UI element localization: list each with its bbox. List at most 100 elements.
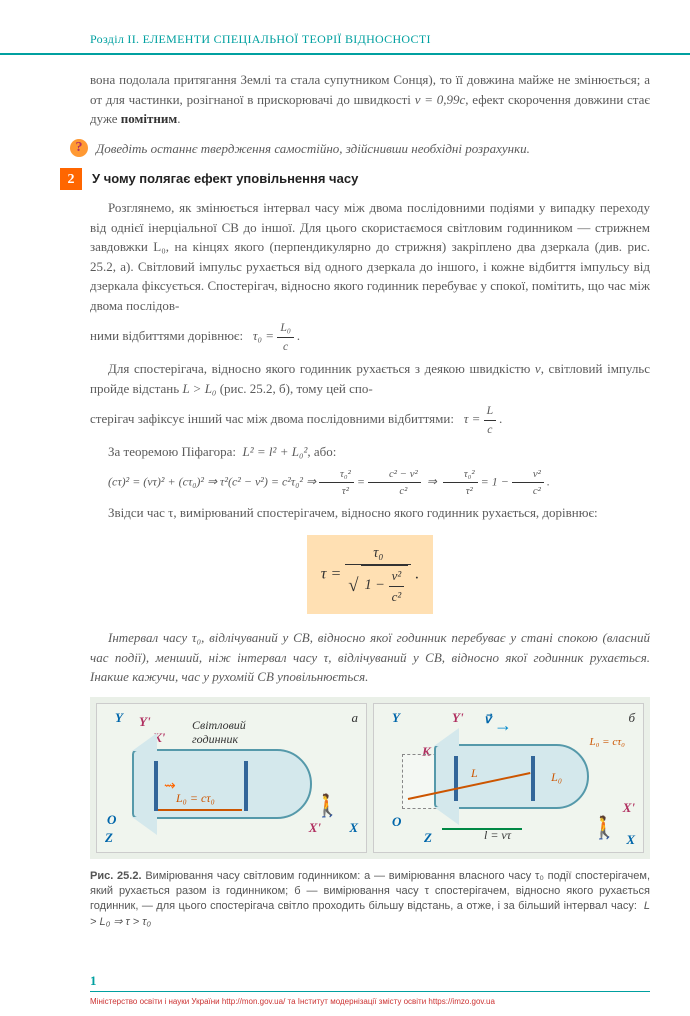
main-formula-wrap: τ = τ₀ √ 1 − v²c² . xyxy=(90,527,650,622)
axis-Z-b: Z xyxy=(424,828,432,848)
caption-bold: Рис. 25.2. xyxy=(90,870,142,882)
para1-end-text: ними відбиттями дорівнює: xyxy=(90,328,243,343)
f2-num: L xyxy=(484,402,497,421)
p2a: Для спостерігача, відносно якого годинни… xyxy=(108,361,535,376)
mf-d1: 1 − xyxy=(365,577,386,593)
velocity-arrow: → xyxy=(494,712,512,739)
page-header: Розділ II. ЕЛЕМЕНТИ СПЕЦІАЛЬНОЇ ТЕОРІЇ В… xyxy=(0,0,690,55)
observer-icon-b: 🚶 xyxy=(591,811,618,844)
rocket-fin-top-b xyxy=(434,728,459,746)
subfigure-a: а Y Y' K' Світловий годинник ⇝ L₀ = cτ₀ … xyxy=(96,703,367,853)
darr: ⇒ xyxy=(427,474,437,488)
v-label: v⃗ xyxy=(484,710,491,728)
L0-label-b: L₀ xyxy=(551,768,562,786)
section-title: У чому полягає ефект уповільнення часу xyxy=(92,169,358,189)
intro-v: v = 0,99c xyxy=(415,92,466,107)
rocket-a: ⇝ L₀ = cτ₀ xyxy=(132,749,312,819)
L0-bar-a xyxy=(158,809,242,811)
figure-caption: Рис. 25.2. Вимірювання часу світловим го… xyxy=(90,869,650,931)
subfig-a-label: а xyxy=(352,708,359,728)
d3bn: v² xyxy=(512,466,544,483)
d3an: τ₀² xyxy=(443,466,478,483)
light-glyph-a: ⇝ xyxy=(164,776,176,797)
mirror-left-a xyxy=(154,761,158,811)
mf-den: √ 1 − v²c² xyxy=(345,565,411,606)
section-number-badge: 2 xyxy=(60,168,82,190)
deq1: = xyxy=(357,474,365,488)
intro-bold: помітним xyxy=(121,111,177,126)
f1-lhs: τ₀ = xyxy=(253,328,274,343)
mirror-right-b xyxy=(531,756,535,801)
axis-Y-b: Y xyxy=(392,708,400,728)
paragraph-3: Звідси час τ, вимірюваний спостерігачем,… xyxy=(90,503,650,523)
axis-X-b: X xyxy=(626,830,635,850)
pythag-intro: За теоремою Піфагора: xyxy=(108,444,236,459)
axis-Yp-b: Y' xyxy=(452,708,464,728)
f1-num: L₀ xyxy=(277,319,294,338)
mf-dfn: v² xyxy=(389,566,405,586)
deriv-main: (cτ)² = (vτ)² + (cτ₀)² ⇒ τ²(c² − v²) = c… xyxy=(108,474,316,488)
main-formula: τ = τ₀ √ 1 − v²c² . xyxy=(307,535,434,614)
rocket-fin-bot-a xyxy=(132,817,157,835)
footer-attribution: Міністерство освіти і науки України http… xyxy=(90,996,650,1008)
intro-paragraph: вона подолала притягання Землі та стала … xyxy=(90,70,650,129)
axis-Z-a: Z xyxy=(105,828,113,848)
l-bar-b xyxy=(442,828,522,830)
L0-label-a: L₀ = cτ₀ xyxy=(176,789,215,807)
axis-X-a: X xyxy=(349,818,358,838)
d2d: c² xyxy=(368,483,421,499)
axis-Yp-a: Y' xyxy=(139,712,151,732)
rocket-b: L L₀ xyxy=(434,744,589,809)
d3ad: τ² xyxy=(443,483,478,499)
clock-label-2: годинник xyxy=(192,730,238,748)
intro-c: . xyxy=(177,111,180,126)
header-text: Розділ II. ЕЛЕМЕНТИ СПЕЦІАЛЬНОЇ ТЕОРІЇ В… xyxy=(90,32,431,46)
axis-Xp-a: X' xyxy=(309,818,321,838)
mf-dfd: c² xyxy=(389,587,405,606)
italic-conclusion: Інтервал часу τ₀, відлічуваний у СВ, від… xyxy=(90,628,650,687)
p2-end: стерігач зафіксує інший час між двома по… xyxy=(90,411,454,426)
formula-tau0: τ₀ = L₀c . xyxy=(253,328,301,343)
axis-O-a: O xyxy=(107,810,116,830)
axis-Y-a: Y xyxy=(115,708,123,728)
mirror-right-a xyxy=(244,761,248,811)
f1-den: c xyxy=(277,338,294,356)
d1d: τ² xyxy=(319,483,354,499)
question-icon: ? xyxy=(70,139,88,157)
page-number: 1 xyxy=(90,971,97,991)
derivation-line: (cτ)² = (vτ)² + (cτ₀)² ⇒ τ²(c² − v²) = c… xyxy=(90,466,650,499)
paragraph-2: Для спостерігача, відносно якого годинни… xyxy=(90,359,650,398)
rocket-fin-bot-b xyxy=(434,807,459,825)
d2n: c² − v² xyxy=(368,466,421,483)
figure-25-2: а Y Y' K' Світловий годинник ⇝ L₀ = cτ₀ … xyxy=(90,697,650,859)
d1n: τ₀² xyxy=(319,466,354,483)
mf-lhs: τ = xyxy=(321,565,342,582)
mf-num: τ₀ xyxy=(345,543,411,566)
p2c: (рис. 25.2, б), тому цей спо- xyxy=(216,381,372,396)
observer-icon-a: 🚶 xyxy=(314,789,341,822)
formula-tau: τ = Lc . xyxy=(464,411,503,426)
f2-lhs: τ = xyxy=(464,411,481,426)
p2L: L > L₀ xyxy=(182,381,216,396)
footer-rule xyxy=(90,991,650,992)
L0-eq-b: L₀ = cτ₀ xyxy=(589,734,625,751)
subfigure-b: б Y Y' → v⃗ K L L₀ L₀ = cτ₀ l = vτ 🚶 X' … xyxy=(373,703,644,853)
paragraph-1: Розглянемо, як змінюється інтервал часу … xyxy=(90,198,650,315)
caption-text: Вимірювання часу світловим годинником: а… xyxy=(90,870,650,913)
question-text: Доведіть останнє твердження самостійно, … xyxy=(96,139,650,159)
L-label-b: L xyxy=(471,764,478,782)
axis-Xp-b: X' xyxy=(623,798,635,818)
pythag-main: L² = l² + L₀² xyxy=(243,444,308,459)
content-area: вона подолала притягання Землі та стала … xyxy=(0,55,690,940)
rocket-fin-top-a xyxy=(132,733,157,751)
d3rhs: = 1 − xyxy=(481,474,509,488)
question-block: ? Доведіть останнє твердження самостійно… xyxy=(70,139,650,159)
mirror-left-b xyxy=(454,756,458,801)
paragraph-2-end: стерігач зафіксує інший час між двома по… xyxy=(90,402,650,438)
subfig-b-label: б xyxy=(628,708,635,728)
d3bd: c² xyxy=(512,483,544,499)
section-heading: 2 У чому полягає ефект уповільнення часу xyxy=(60,168,650,190)
pythagoras-line: За теоремою Піфагора: L² = l² + L₀², або… xyxy=(90,442,650,462)
axis-O-b: O xyxy=(392,812,401,832)
paragraph-1-end: ними відбиттями дорівнює: τ₀ = L₀c . xyxy=(90,319,650,355)
